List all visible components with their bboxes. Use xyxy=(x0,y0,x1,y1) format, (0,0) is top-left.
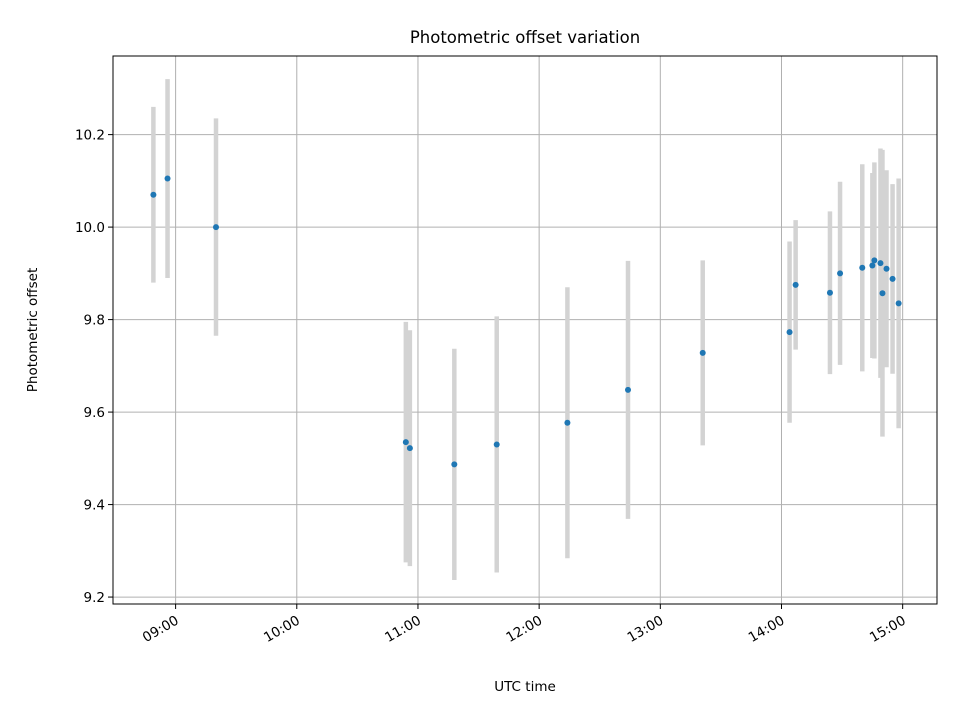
data-point xyxy=(164,175,171,182)
y-tick-label: 10.0 xyxy=(75,220,105,236)
data-point xyxy=(213,224,219,231)
data-point xyxy=(869,262,876,269)
y-axis-ticks: 9.2 9.4 9.6 9.8 10.0 10.2 xyxy=(75,128,113,606)
data-point xyxy=(877,260,884,267)
data-point xyxy=(564,419,571,426)
y-axis-label: Photometric offset xyxy=(25,268,41,392)
y-tick-label: 9.6 xyxy=(84,405,105,421)
data-point xyxy=(699,349,706,356)
data-point xyxy=(837,270,844,277)
data-point xyxy=(895,300,902,307)
data-point xyxy=(402,439,409,446)
data-points xyxy=(150,175,902,468)
data-point xyxy=(889,275,896,282)
chart-title: Photometric offset variation xyxy=(410,28,640,47)
grid-lines xyxy=(113,56,937,604)
plot-frame xyxy=(112,55,938,605)
data-point xyxy=(625,386,631,393)
data-point xyxy=(786,329,793,336)
data-point xyxy=(792,281,799,288)
data-point xyxy=(406,445,413,452)
y-tick-label: 9.8 xyxy=(84,313,105,329)
data-point xyxy=(826,289,833,296)
data-point xyxy=(879,290,886,297)
data-point xyxy=(451,461,458,468)
x-axis-label: UTC time xyxy=(494,679,556,695)
data-point xyxy=(859,264,866,271)
y-tick-label: 9.2 xyxy=(84,590,105,606)
data-point xyxy=(150,191,157,198)
data-point xyxy=(493,441,500,448)
y-tick-label: 9.4 xyxy=(84,498,105,514)
data-point xyxy=(883,265,890,272)
data-point xyxy=(871,257,878,264)
y-tick-label: 10.2 xyxy=(75,128,105,144)
